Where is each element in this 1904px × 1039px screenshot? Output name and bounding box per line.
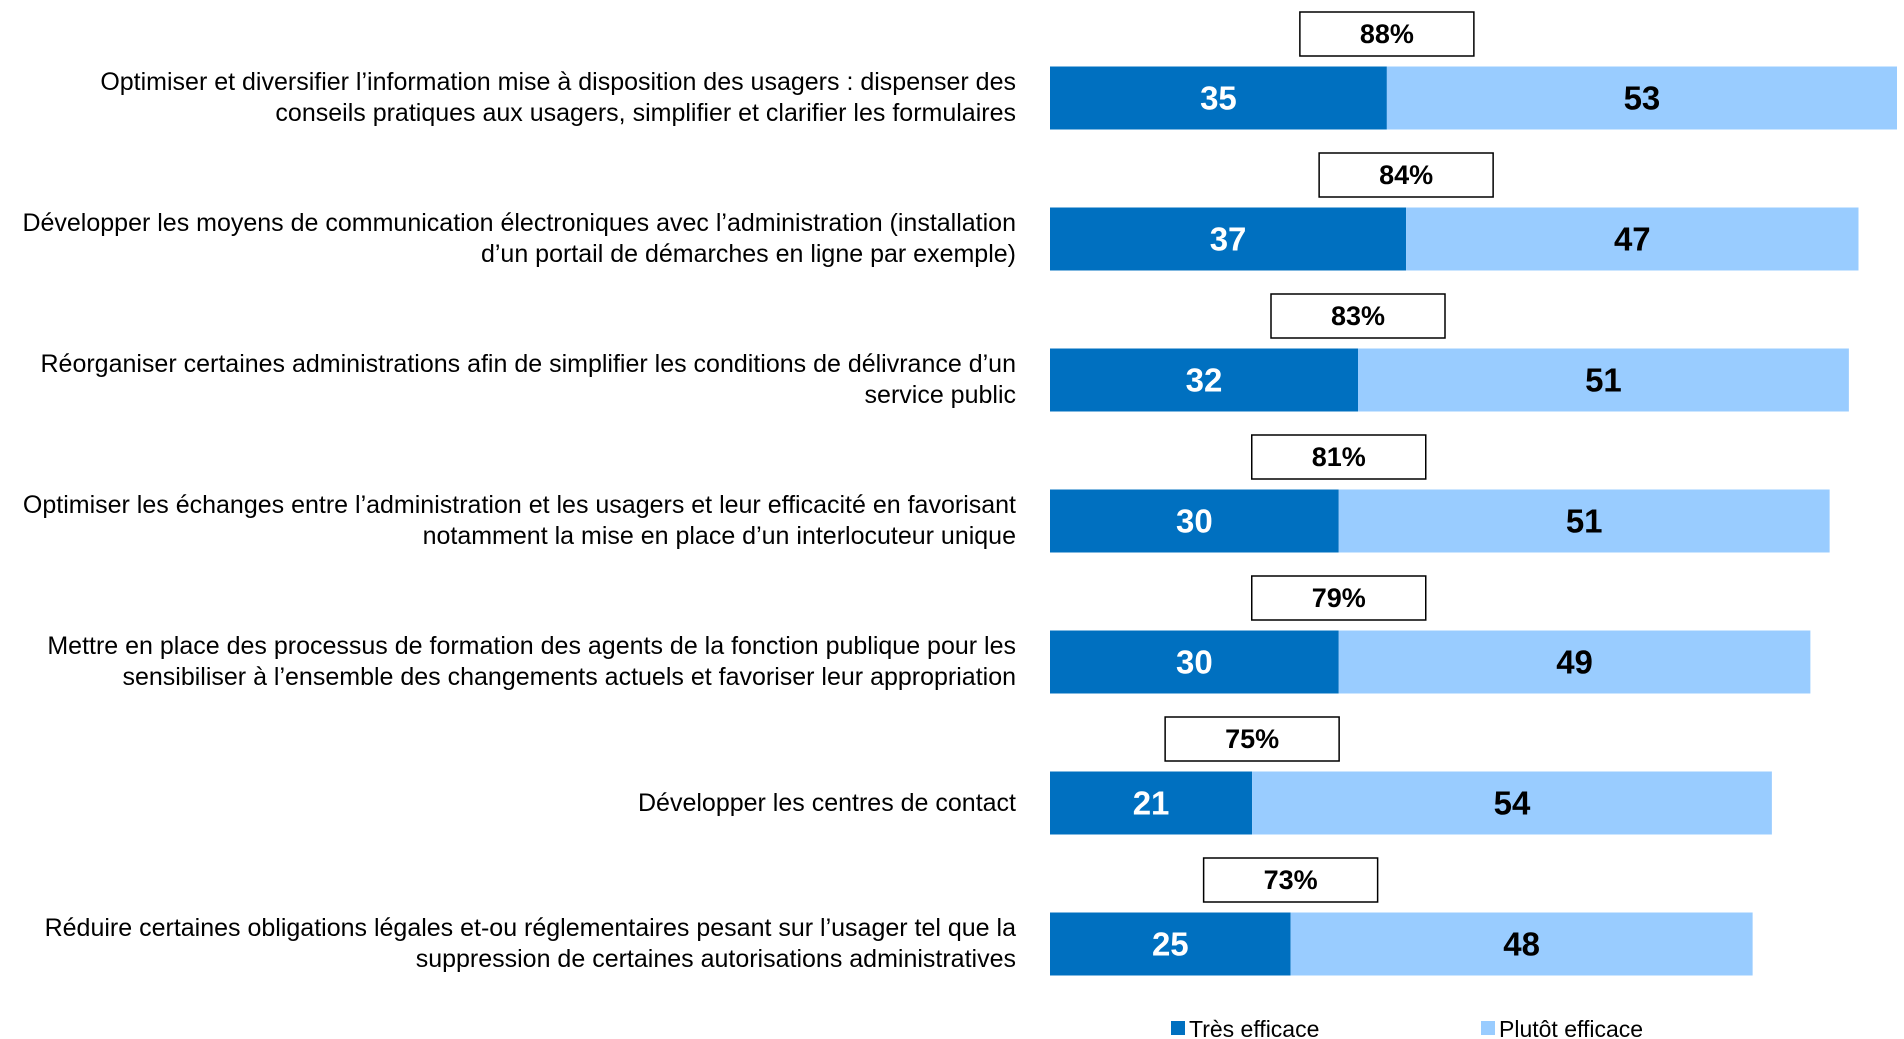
total-box (1318, 152, 1494, 198)
total-box (1251, 434, 1427, 480)
category-label: Développer les centres de contact (638, 788, 1016, 817)
total-box (1251, 575, 1427, 621)
value-label: 30 (1176, 503, 1213, 540)
bar-segment (1050, 912, 1291, 976)
value-label: 35 (1200, 80, 1237, 117)
value-label: 54 (1494, 785, 1531, 822)
total-box (1202, 857, 1379, 903)
value-label: 25 (1152, 926, 1189, 963)
value-label: 47 (1614, 221, 1651, 258)
value-label: 53 (1624, 80, 1661, 117)
legend-swatch (1171, 1021, 1185, 1035)
value-label: 49 (1556, 644, 1593, 681)
bar-segment (1050, 66, 1387, 130)
total-label: 83% (1331, 301, 1385, 331)
value-label: 30 (1176, 644, 1213, 681)
bar-segment (1252, 771, 1772, 835)
total-box (1270, 293, 1446, 339)
category-label: Réduire certaines obligations légales et… (44, 914, 1016, 973)
bar-segment (1050, 489, 1339, 553)
value-label: 37 (1210, 221, 1247, 258)
category-label: Mettre en place des processus de formati… (47, 632, 1016, 691)
legend-label: Plutôt efficace (1499, 1016, 1643, 1039)
total-box (1164, 716, 1340, 762)
total-box (1299, 11, 1475, 57)
value-label: 21 (1133, 785, 1170, 822)
bar-segment (1290, 912, 1753, 976)
bar-segment (1050, 348, 1358, 412)
total-label: 75% (1225, 724, 1279, 754)
category-label: Optimiser et diversifier l’information m… (100, 68, 1016, 127)
total-label: 73% (1264, 865, 1318, 895)
category-label: Réorganiser certaines administrations af… (40, 350, 1016, 409)
total-label: 88% (1360, 19, 1414, 49)
bar-segment (1050, 771, 1253, 835)
value-label: 51 (1566, 503, 1603, 540)
total-label: 81% (1312, 442, 1366, 472)
bar-segment (1338, 489, 1830, 553)
value-label: 51 (1585, 362, 1622, 399)
bar-segment (1406, 207, 1859, 271)
category-label: Développer les moyens de communication é… (22, 209, 1016, 268)
legend-label: Très efficace (1189, 1016, 1319, 1039)
value-label: 32 (1186, 362, 1223, 399)
bar-segment (1338, 630, 1811, 694)
bar-segment (1358, 348, 1849, 412)
category-label: Optimiser les échanges entre l’administr… (22, 491, 1016, 550)
total-label: 79% (1312, 583, 1366, 613)
value-label: 48 (1503, 926, 1540, 963)
bar-segment (1050, 207, 1407, 271)
legend-swatch (1481, 1021, 1495, 1035)
bar-segment (1386, 66, 1897, 130)
total-label: 84% (1379, 160, 1433, 190)
bar-segment (1050, 630, 1339, 694)
